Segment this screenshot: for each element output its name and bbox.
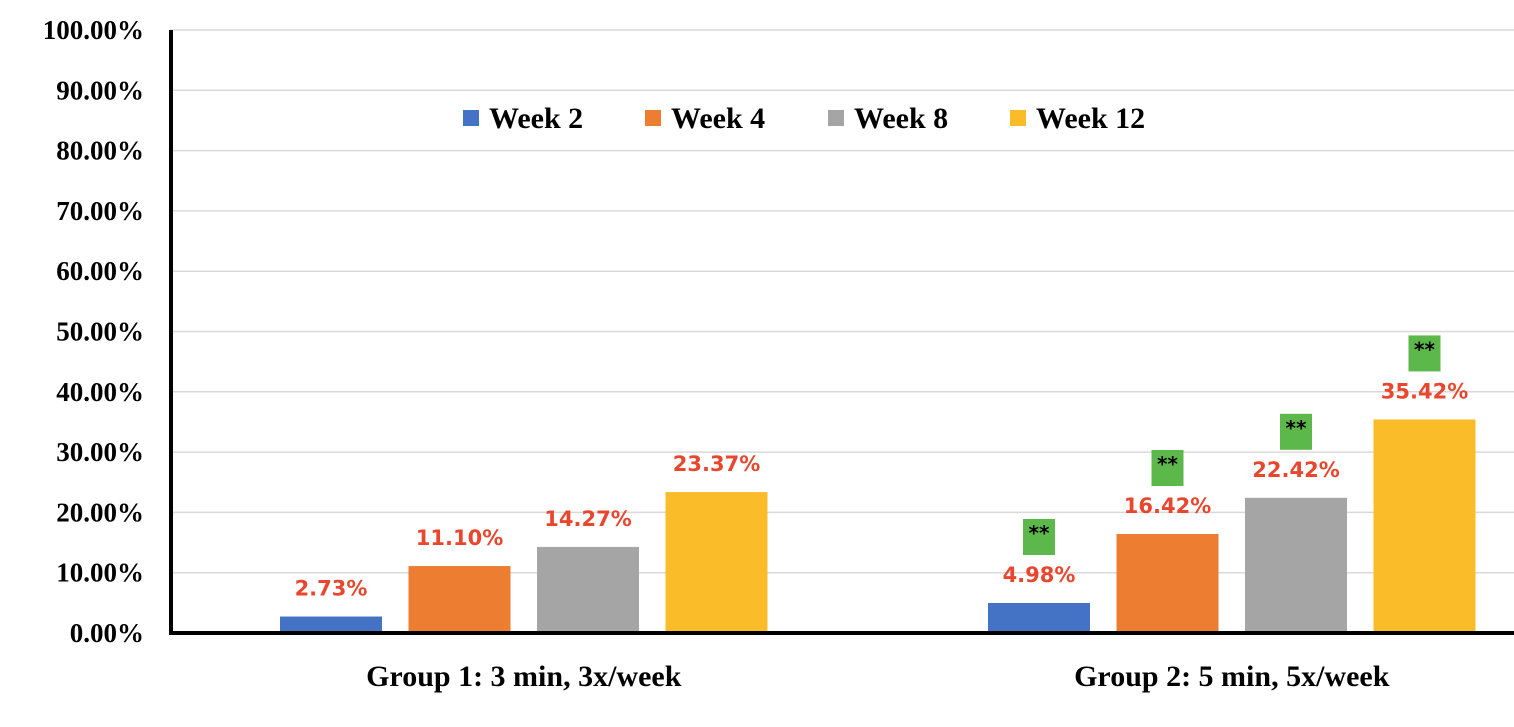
y-tick-label: 50.00% xyxy=(56,317,144,347)
bar xyxy=(988,602,1090,633)
data-label: 11.10% xyxy=(416,526,503,550)
bar xyxy=(665,492,768,633)
legend-entry: Week 12 xyxy=(1036,102,1145,135)
legend-swatch xyxy=(645,110,661,126)
gridlines xyxy=(171,29,1514,574)
bar xyxy=(537,546,639,633)
significance-marker: ** xyxy=(1286,416,1307,440)
significance-box xyxy=(1151,449,1184,486)
legend-swatch xyxy=(828,110,844,126)
x-axis-category-labels: Group 1: 3 min, 3x/week Group 2: 5 min, 5… xyxy=(366,660,1390,693)
significance-marker: ** xyxy=(1157,452,1178,476)
y-tick-label: 80.00% xyxy=(56,136,144,166)
y-tick-label: 30.00% xyxy=(56,437,144,467)
y-tick-label: 100.00% xyxy=(43,15,144,45)
data-label: 4.98% xyxy=(1003,563,1076,587)
significance-box xyxy=(1280,413,1312,450)
legend-entry: Week 2 xyxy=(489,102,583,135)
data-label: 22.42% xyxy=(1252,458,1339,482)
significance-markers: ** ** ** ** xyxy=(1023,335,1441,555)
data-labels: 2.73% 11.10% 14.27% 23.37% 4.98% 16.42% 22.42%… xyxy=(295,379,1469,600)
bar xyxy=(280,616,382,633)
significance-marker: ** xyxy=(1414,337,1435,361)
significance-marker: ** xyxy=(1029,521,1050,545)
y-tick-label: 90.00% xyxy=(56,75,144,105)
legend: Week 2 Week 4 Week 8 Week 12 xyxy=(463,102,1145,135)
legend-entry: Week 8 xyxy=(854,102,948,135)
data-label: 2.73% xyxy=(295,577,368,601)
y-tick-label: 60.00% xyxy=(56,256,144,286)
bars xyxy=(280,419,1476,633)
data-label: 16.42% xyxy=(1124,494,1211,518)
y-tick-label: 40.00% xyxy=(56,377,144,407)
significance-box xyxy=(1408,335,1441,372)
axes xyxy=(169,30,1514,635)
data-label: 35.42% xyxy=(1381,379,1468,403)
significance-box xyxy=(1023,518,1055,555)
bar xyxy=(1116,533,1219,633)
bar xyxy=(1373,419,1476,633)
x-category-label: Group 1: 3 min, 3x/week xyxy=(366,660,682,693)
legend-swatch xyxy=(1010,110,1026,126)
x-category-label: Group 2: 5 min, 5x/week xyxy=(1074,660,1390,693)
y-tick-label: 20.00% xyxy=(56,497,144,527)
y-tick-label: 70.00% xyxy=(56,196,144,226)
data-label: 23.37% xyxy=(673,452,760,476)
legend-entry: Week 4 xyxy=(671,102,765,135)
legend-swatch xyxy=(463,110,479,126)
y-axis-tick-labels: 0.00% 10.00% 20.00% 30.00% 40.00% 50.00% 60.00… xyxy=(43,15,144,648)
y-tick-label: 0.00% xyxy=(70,618,144,648)
bar xyxy=(1245,497,1347,633)
data-label: 14.27% xyxy=(544,507,631,531)
y-tick-label: 10.00% xyxy=(56,558,144,588)
bar xyxy=(408,566,511,633)
